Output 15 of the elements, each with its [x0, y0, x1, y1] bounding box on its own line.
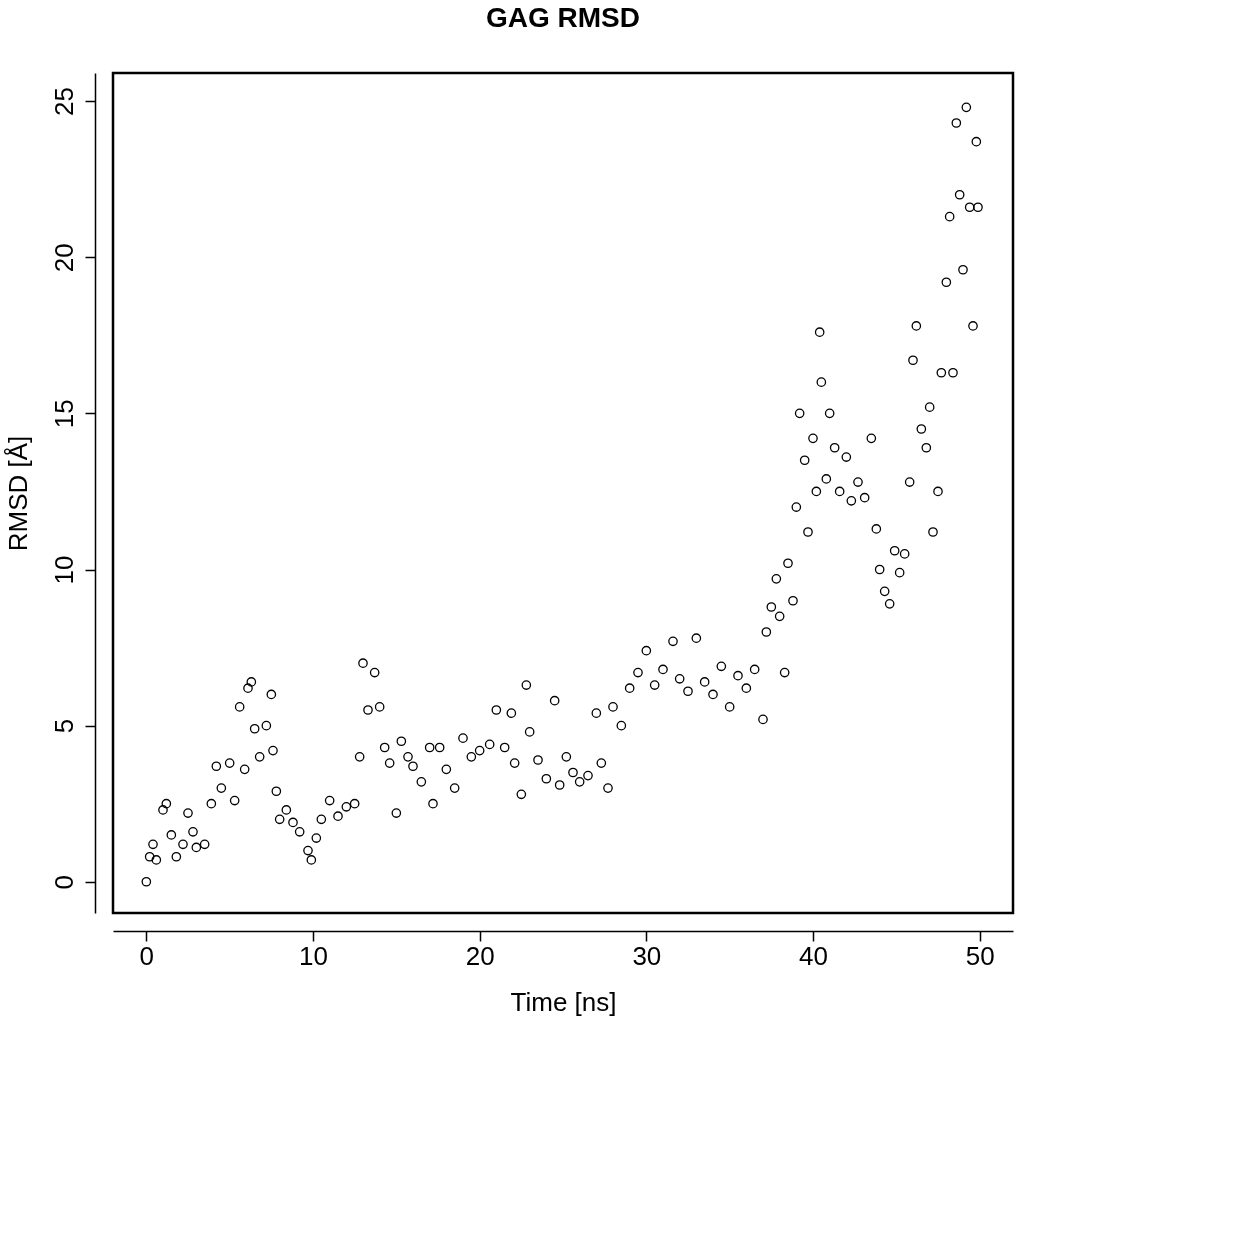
x-tick-label: 10	[299, 940, 328, 971]
x-tick-label: 40	[799, 940, 828, 971]
x-tick-label: 50	[965, 940, 995, 971]
x-tick-label: 0	[139, 940, 155, 971]
y-tick-label: 15	[48, 399, 79, 429]
x-tick-label: 20	[465, 940, 495, 971]
x-tick-label: 30	[632, 940, 662, 971]
y-tick-label: 0	[48, 875, 79, 890]
y-axis-title: RMSD [Å]	[2, 435, 33, 552]
chart-title: GAG RMSD	[486, 2, 640, 33]
y-tick-label: 25	[48, 87, 79, 117]
y-tick-label: 20	[48, 243, 79, 273]
y-tick-label: 5	[48, 718, 79, 734]
y-tick-label: 10	[48, 555, 79, 585]
x-axis-title: Time [ns]	[510, 986, 617, 1017]
